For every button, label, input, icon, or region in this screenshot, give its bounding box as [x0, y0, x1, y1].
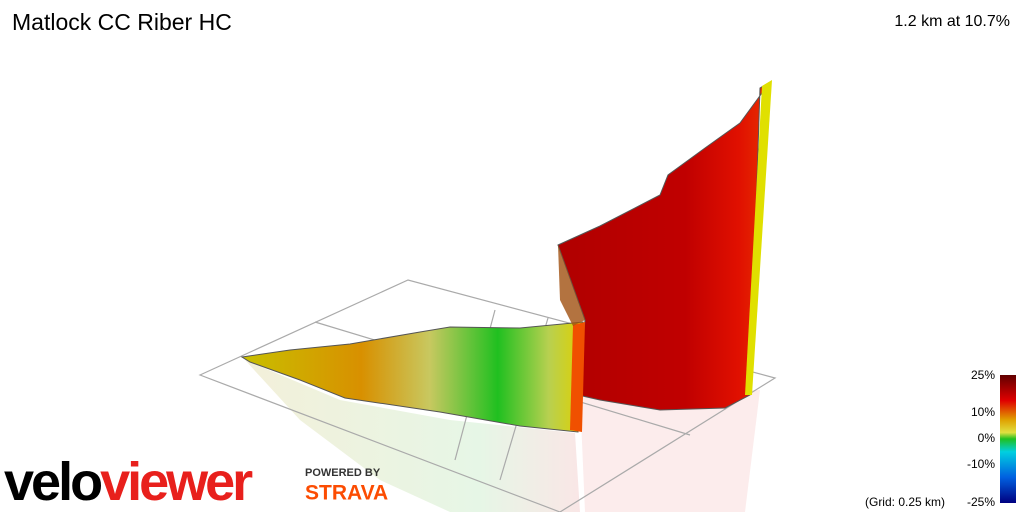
profile-reflection — [580, 390, 760, 512]
profile-reflection — [245, 360, 580, 512]
profile-wall — [558, 245, 585, 326]
profile-wall — [745, 80, 772, 395]
legend-label: -10% — [967, 457, 995, 471]
summary: 1.2 km at 10.7% — [894, 13, 1010, 30]
title: Matlock CC Riber HC — [12, 9, 232, 35]
legend-label: 25% — [971, 368, 995, 382]
logo-end: viewer — [100, 452, 253, 512]
profile-wall — [570, 322, 585, 432]
profile-wall — [557, 81, 771, 411]
partner-logo: STRAVA — [305, 482, 388, 505]
legend-label: 0% — [978, 431, 996, 445]
logo: veloviewer — [4, 452, 253, 512]
grid-note: (Grid: 0.25 km) — [865, 495, 945, 509]
logo-start: velo — [4, 452, 101, 512]
gradient-scale — [1000, 375, 1016, 503]
legend-label: -25% — [967, 495, 995, 509]
legend-label: 10% — [971, 405, 995, 419]
powered-by: POWERED BY — [305, 467, 381, 479]
